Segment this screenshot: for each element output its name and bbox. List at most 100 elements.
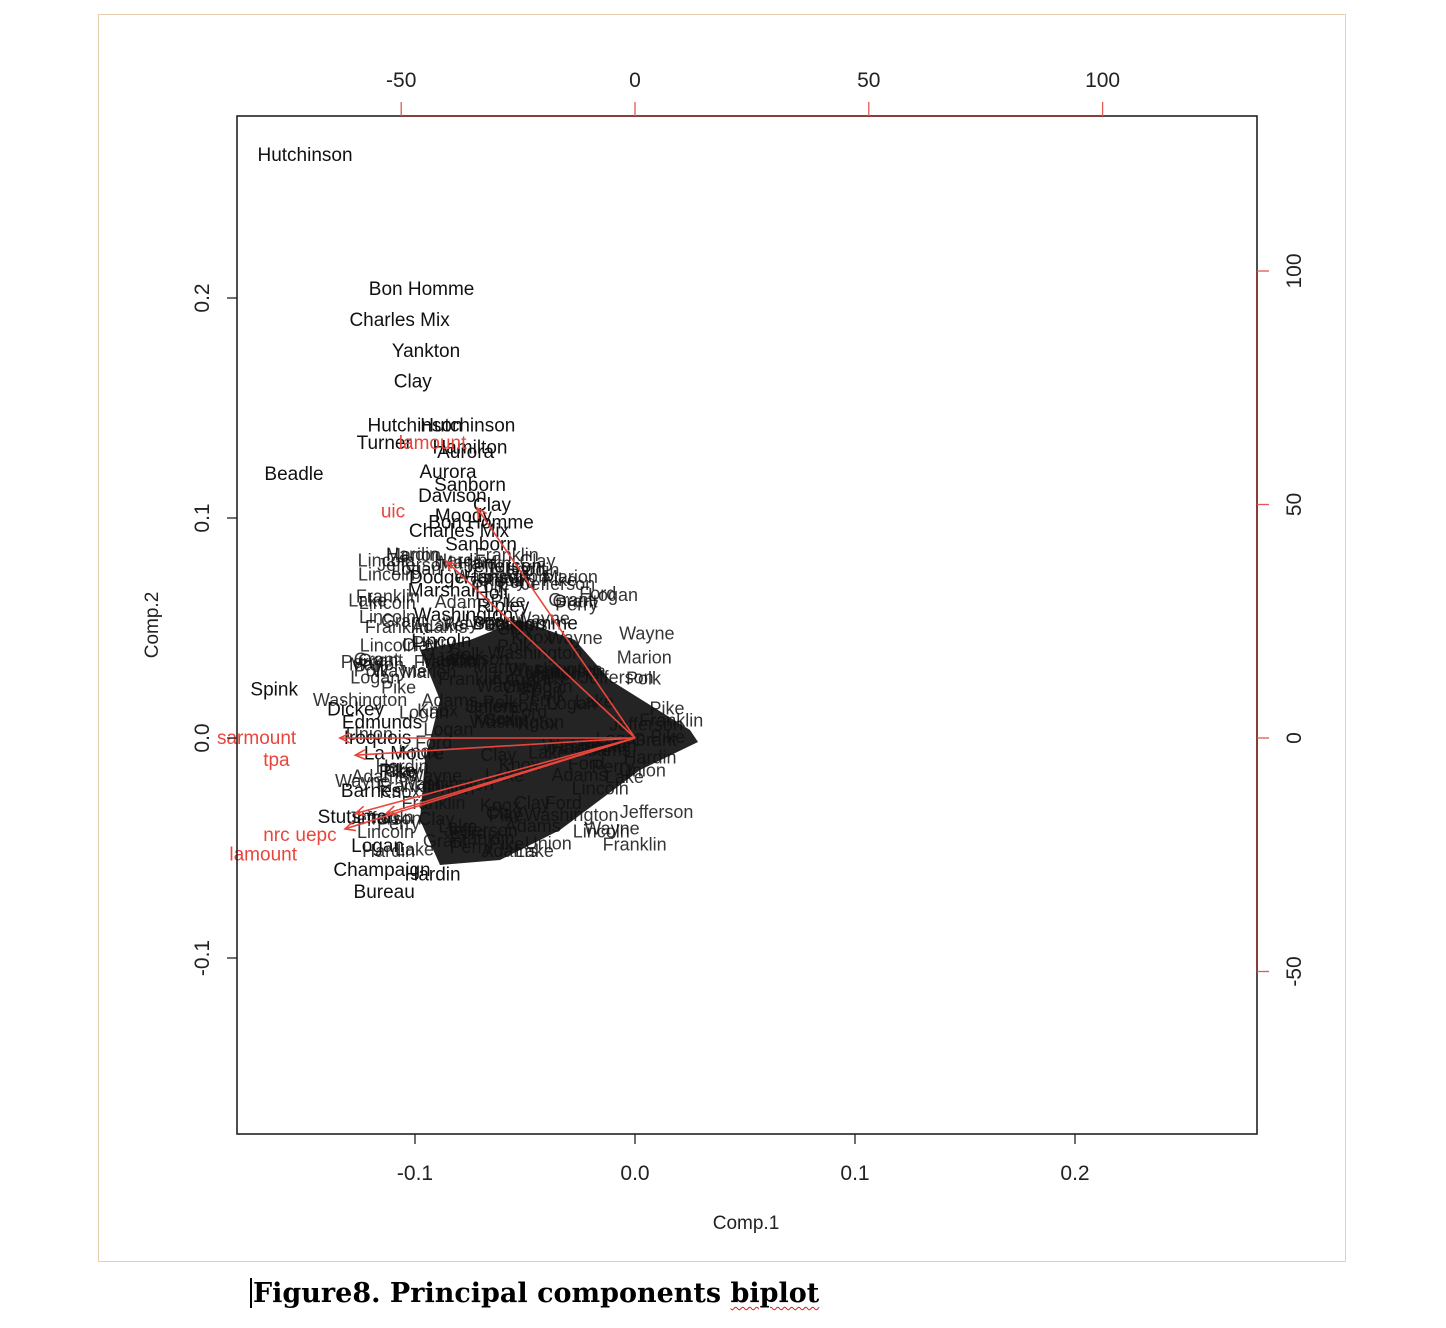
loading-arrow	[355, 737, 636, 756]
overplotted-point-label: Logan	[391, 559, 441, 579]
overplotted-point-label: Clay	[514, 793, 550, 813]
point-label: Dickey	[327, 699, 385, 720]
point-label: Bon Homme	[369, 279, 475, 300]
overplotted-point-label: Pike	[542, 570, 577, 590]
loading-arrowhead	[338, 732, 351, 744]
overplotted-point-label: Wayne	[443, 614, 498, 634]
overplotted-point-label: Franklin	[603, 835, 667, 855]
overplotted-point-label: Pike	[489, 834, 524, 854]
overplotted-point-label: Wayne	[477, 676, 532, 696]
overplotted-point-label: Adams	[551, 765, 607, 785]
point-label: Aurora	[437, 442, 494, 463]
overplotted-point-label: Wayne	[619, 623, 674, 643]
x-tick-label: 0.2	[1060, 1162, 1089, 1185]
overplotted-point-label: Lake	[575, 692, 614, 712]
overplotted-point-label: Hardin	[386, 544, 439, 564]
top-tick-label: 0	[629, 69, 641, 92]
overplotted-point-label: Clay	[480, 745, 516, 765]
overplotted-point-label: Logan	[399, 702, 449, 722]
point-label: Bon Homme	[472, 614, 578, 635]
overplotted-point-label: Marion	[421, 650, 476, 670]
point-label: Turner	[357, 433, 413, 454]
overplotted-point-label: Jefferson	[609, 715, 683, 735]
overplotted-point-label: Jefferson	[444, 821, 518, 841]
overplotted-point-label: Adams	[481, 841, 537, 861]
overplotted-point-label: Lincoln	[359, 593, 416, 613]
point-label: Hutchinson	[257, 145, 352, 166]
overplotted-point-label: Franklin	[475, 545, 539, 565]
text-cursor	[250, 1278, 252, 1308]
overplotted-point-label: Jefferson	[521, 574, 595, 594]
overplotted-point-label: Lincoln	[573, 821, 630, 841]
point-label: Jefferson	[464, 556, 542, 577]
loading-arrow	[476, 507, 636, 739]
overplotted-point-label: Knox	[417, 701, 458, 721]
overplotted-point-label: Franklin	[639, 710, 703, 730]
overplotted-point-label: Clay	[402, 635, 438, 655]
figure-frame	[98, 14, 1346, 1262]
loading-arrow	[355, 737, 636, 815]
point-label: Hanson	[464, 567, 530, 588]
overplotted-point-label: Jefferson	[580, 668, 654, 688]
overplotted-point-label: Perry	[518, 690, 561, 710]
point-label: Charles Mix	[409, 521, 510, 542]
point-label: Davison	[418, 486, 487, 507]
overplotted-point-label: Franklin	[377, 776, 441, 796]
overplotted-point-label: Lake	[528, 742, 567, 762]
point-label: La Moure	[364, 743, 444, 764]
overplotted-point-label: Lake	[438, 816, 477, 836]
overplotted-point-label: Wayne	[584, 818, 639, 838]
point-label: Hamilton	[433, 438, 508, 459]
overplotted-point-label: Jefferson	[436, 649, 510, 669]
overplotted-point-label: Polk	[449, 645, 485, 665]
overplotted-point-label: Franklin	[365, 617, 429, 637]
overplotted-point-label: Wayne	[547, 628, 602, 648]
point-label: Marshall	[408, 581, 480, 602]
overplotted-point-label: Hardin	[362, 841, 415, 861]
overplotted-point-label: Washington	[508, 659, 602, 679]
point-label: Barnes	[341, 781, 401, 802]
point-label: Bureau	[354, 882, 415, 903]
overplotted-point-label: Perry	[555, 595, 598, 615]
point-label: Beadle	[264, 464, 323, 485]
overplotted-point-label: Marion	[349, 655, 404, 675]
overplotted-point-label: Ford	[450, 823, 487, 843]
overplotted-point-label: Union	[619, 761, 666, 781]
loading-arrowhead	[353, 805, 367, 817]
overplotted-point-label: Union	[465, 697, 512, 717]
point-label: Pike	[379, 761, 416, 782]
overplotted-point-label: Wayne	[372, 661, 427, 681]
overplotted-point-label: Clay	[531, 667, 567, 687]
overplotted-point-label: Union	[525, 833, 572, 853]
overplotted-point-label: Jefferson	[465, 696, 539, 716]
overplotted-point-label: Jefferson	[620, 802, 694, 822]
point-label: Bon Homme	[428, 512, 534, 533]
point-label: Yankton	[392, 341, 460, 362]
overplotted-point-label: Pike	[650, 727, 685, 747]
overplotted-point-label: Marion	[473, 657, 528, 677]
overplotted-point-label: Logan	[547, 694, 597, 714]
overplotted-point-label: Jefferson	[377, 555, 451, 575]
right-tick-label: 100	[1283, 253, 1306, 288]
overplotted-point-label: Union	[346, 724, 393, 744]
overplotted-point-label: Clay	[503, 677, 539, 697]
overplotted-point-label: Washington	[470, 712, 564, 732]
overplotted-point-label: Ford	[579, 584, 616, 604]
overplotted-point-label: Hardin	[506, 560, 559, 580]
y-tick-label: 0.1	[191, 503, 214, 532]
point-label: Clay	[394, 372, 433, 393]
overplotted-point-label: Ford	[484, 614, 521, 634]
overplotted-point-label: Grant	[354, 650, 399, 670]
point-label: Aurora	[419, 462, 476, 483]
top-tick-label: 50	[857, 69, 880, 92]
overplotted-point-label: Hardin	[458, 554, 511, 574]
overplotted-point-label: Pike	[383, 763, 418, 783]
loading-label: tpa	[263, 750, 290, 771]
overplotted-point-label: Hardin	[624, 747, 677, 767]
top-tick-label: 100	[1085, 69, 1120, 92]
overplotted-point-label: Clay	[486, 803, 522, 823]
overplotted-point-label: Union	[478, 570, 525, 590]
overplotted-point-label: Washington	[313, 690, 407, 710]
x-axis-label: Comp.1	[713, 1213, 780, 1234]
